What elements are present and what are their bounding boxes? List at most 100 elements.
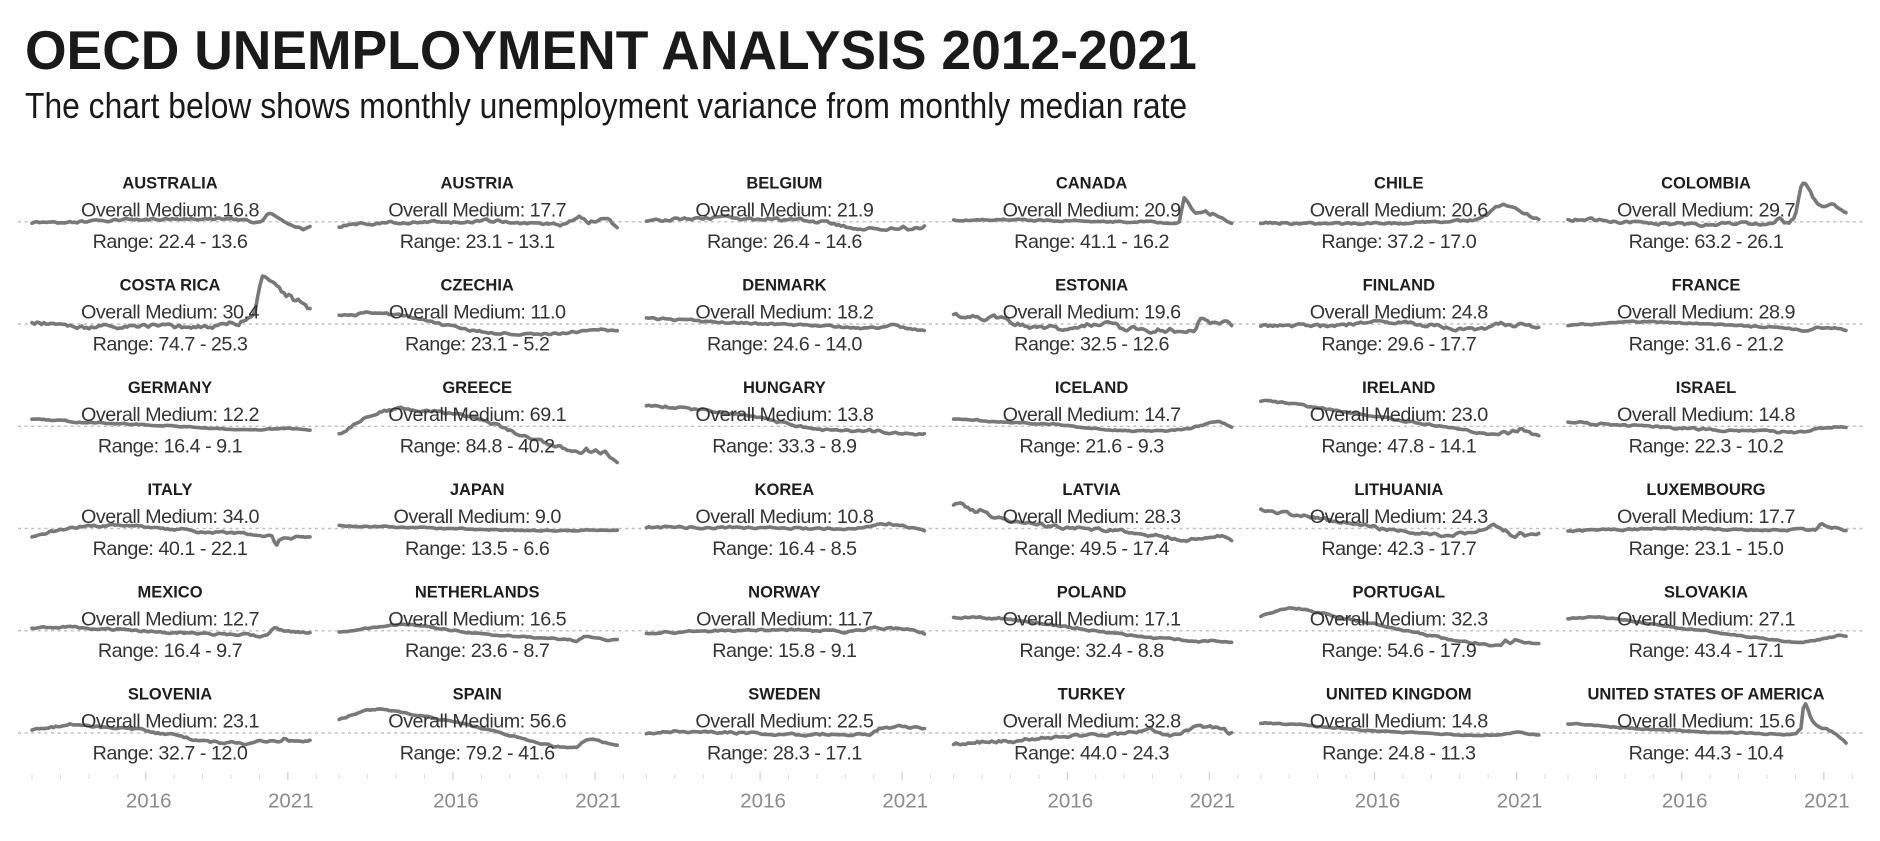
svg-text:Range: 49.5 - 17.4: Range: 49.5 - 17.4	[1014, 538, 1169, 560]
svg-text:PORTUGAL: PORTUGAL	[1353, 583, 1446, 601]
svg-text:FRANCE: FRANCE	[1672, 277, 1741, 295]
svg-text:Overall Medium: 14.7: Overall Medium: 14.7	[1003, 404, 1181, 426]
svg-text:Overall Medium: 9.0: Overall Medium: 9.0	[393, 506, 561, 528]
svg-text:HUNGARY: HUNGARY	[743, 379, 826, 397]
svg-text:Overall Medium: 24.8: Overall Medium: 24.8	[1310, 302, 1488, 324]
svg-text:JAPAN: JAPAN	[450, 481, 505, 499]
svg-text:Overall Medium: 14.8: Overall Medium: 14.8	[1617, 404, 1795, 426]
svg-text:Range: 79.2 - 41.6: Range: 79.2 - 41.6	[400, 742, 555, 764]
svg-text:Range: 54.6 - 17.9: Range: 54.6 - 17.9	[1321, 640, 1476, 662]
svg-text:Range: 23.1 - 5.2: Range: 23.1 - 5.2	[405, 333, 549, 355]
svg-text:Overall Medium: 69.1: Overall Medium: 69.1	[388, 404, 566, 426]
svg-text:Range: 31.6 - 21.2: Range: 31.6 - 21.2	[1629, 333, 1784, 355]
svg-text:2016: 2016	[740, 790, 786, 813]
svg-text:Overall Medium: 21.9: Overall Medium: 21.9	[695, 199, 873, 221]
svg-text:Overall Medium: 27.1: Overall Medium: 27.1	[1617, 608, 1795, 630]
svg-text:AUSTRALIA: AUSTRALIA	[122, 174, 217, 192]
svg-text:ESTONIA: ESTONIA	[1055, 277, 1128, 295]
svg-text:Overall Medium: 17.7: Overall Medium: 17.7	[388, 199, 566, 221]
svg-text:Range: 16.4 - 9.1: Range: 16.4 - 9.1	[98, 436, 243, 458]
svg-text:SPAIN: SPAIN	[453, 686, 502, 704]
svg-text:Range: 32.7 - 12.0: Range: 32.7 - 12.0	[93, 742, 248, 764]
svg-text:2021: 2021	[1497, 790, 1543, 813]
svg-text:Range: 23.1 - 13.1: Range: 23.1 - 13.1	[400, 231, 555, 253]
svg-text:Overall Medium: 15.6: Overall Medium: 15.6	[1617, 711, 1795, 733]
svg-text:Range: 42.3 - 17.7: Range: 42.3 - 17.7	[1321, 538, 1476, 560]
svg-text:Overall Medium: 18.2: Overall Medium: 18.2	[695, 302, 873, 324]
svg-text:LITHUANIA: LITHUANIA	[1354, 481, 1443, 499]
svg-text:UNITED STATES OF AMERICA: UNITED STATES OF AMERICA	[1587, 686, 1824, 704]
svg-text:Overall Medium: 32.8: Overall Medium: 32.8	[1003, 711, 1181, 733]
svg-text:TURKEY: TURKEY	[1058, 686, 1126, 704]
svg-text:LATVIA: LATVIA	[1062, 481, 1120, 499]
svg-text:BELGIUM: BELGIUM	[746, 174, 822, 192]
svg-text:Overall Medium: 11.7: Overall Medium: 11.7	[696, 608, 873, 630]
svg-text:Overall Medium: 12.7: Overall Medium: 12.7	[81, 608, 259, 630]
svg-text:Overall Medium: 32.3: Overall Medium: 32.3	[1310, 608, 1488, 630]
svg-text:GERMANY: GERMANY	[128, 379, 212, 397]
svg-text:Range: 63.2 - 26.1: Range: 63.2 - 26.1	[1629, 231, 1784, 253]
svg-text:Overall Medium: 22.5: Overall Medium: 22.5	[695, 711, 873, 733]
svg-text:Overall Medium: 56.6: Overall Medium: 56.6	[388, 711, 566, 733]
svg-text:2016: 2016	[1355, 790, 1401, 813]
svg-text:Overall Medium: 16.5: Overall Medium: 16.5	[388, 608, 566, 630]
svg-text:FINLAND: FINLAND	[1363, 277, 1435, 295]
svg-text:Range: 74.7 - 25.3: Range: 74.7 - 25.3	[93, 333, 248, 355]
svg-text:Range: 44.0 - 24.3: Range: 44.0 - 24.3	[1014, 742, 1169, 764]
svg-text:2016: 2016	[1662, 790, 1708, 813]
svg-text:Overall Medium: 19.6: Overall Medium: 19.6	[1003, 302, 1181, 324]
svg-text:Range: 22.4 - 13.6: Range: 22.4 - 13.6	[93, 231, 248, 253]
svg-text:Range: 24.8 - 11.3: Range: 24.8 - 11.3	[1322, 742, 1476, 764]
svg-text:NORWAY: NORWAY	[748, 583, 820, 601]
svg-text:COSTA RICA: COSTA RICA	[120, 277, 221, 295]
svg-text:Overall Medium: 16.8: Overall Medium: 16.8	[81, 199, 259, 221]
svg-text:Overall Medium: 23.1: Overall Medium: 23.1	[81, 711, 259, 733]
svg-text:KOREA: KOREA	[755, 481, 815, 499]
svg-text:Overall Medium: 34.0: Overall Medium: 34.0	[81, 506, 259, 528]
svg-text:Overall Medium: 11.0: Overall Medium: 11.0	[389, 302, 566, 324]
svg-text:Range: 33.3 - 8.9: Range: 33.3 - 8.9	[712, 436, 857, 458]
svg-text:SLOVAKIA: SLOVAKIA	[1664, 583, 1748, 601]
svg-text:Overall Medium: 28.3: Overall Medium: 28.3	[1003, 506, 1181, 528]
svg-text:Overall Medium: 10.8: Overall Medium: 10.8	[695, 506, 873, 528]
svg-text:CANADA: CANADA	[1056, 174, 1128, 192]
svg-text:Overall Medium: 24.3: Overall Medium: 24.3	[1310, 506, 1488, 528]
svg-text:Range: 40.1 - 22.1: Range: 40.1 - 22.1	[93, 538, 248, 560]
svg-text:Overall Medium: 12.2: Overall Medium: 12.2	[81, 404, 259, 426]
svg-text:Range: 28.3 - 17.1: Range: 28.3 - 17.1	[707, 742, 862, 764]
svg-text:MEXICO: MEXICO	[137, 583, 202, 601]
svg-text:COLOMBIA: COLOMBIA	[1661, 174, 1751, 192]
svg-text:DENMARK: DENMARK	[742, 277, 826, 295]
svg-text:2016: 2016	[126, 790, 172, 813]
svg-text:SLOVENIA: SLOVENIA	[128, 686, 212, 704]
svg-text:SWEDEN: SWEDEN	[748, 686, 820, 704]
svg-text:ITALY: ITALY	[148, 481, 193, 499]
svg-text:2021: 2021	[1190, 790, 1236, 813]
svg-text:CHILE: CHILE	[1374, 174, 1424, 192]
svg-text:Range: 23.1 - 15.0: Range: 23.1 - 15.0	[1629, 538, 1784, 560]
svg-text:Range: 84.8 - 40.2: Range: 84.8 - 40.2	[400, 436, 555, 458]
svg-text:ICELAND: ICELAND	[1055, 379, 1128, 397]
svg-text:Overall Medium: 29.7: Overall Medium: 29.7	[1617, 199, 1795, 221]
svg-text:2016: 2016	[1047, 790, 1093, 813]
svg-text:2021: 2021	[268, 790, 314, 813]
svg-text:Overall Medium: 17.7: Overall Medium: 17.7	[1617, 506, 1795, 528]
svg-text:Range: 26.4 - 14.6: Range: 26.4 - 14.6	[707, 231, 862, 253]
svg-text:Range: 37.2 - 17.0: Range: 37.2 - 17.0	[1321, 231, 1476, 253]
svg-text:2021: 2021	[1804, 790, 1850, 813]
svg-text:2021: 2021	[575, 790, 621, 813]
svg-text:GREECE: GREECE	[442, 379, 512, 397]
svg-text:Range: 15.8 - 9.1: Range: 15.8 - 9.1	[712, 640, 857, 662]
svg-text:POLAND: POLAND	[1057, 583, 1127, 601]
svg-text:Range: 23.6 - 8.7: Range: 23.6 - 8.7	[405, 640, 549, 662]
svg-text:IRELAND: IRELAND	[1362, 379, 1435, 397]
svg-text:Range: 16.4 - 9.7: Range: 16.4 - 9.7	[98, 640, 242, 662]
svg-text:Range: 24.6 - 14.0: Range: 24.6 - 14.0	[707, 333, 862, 355]
svg-text:Range: 47.8 - 14.1: Range: 47.8 - 14.1	[1321, 436, 1476, 458]
svg-text:LUXEMBOURG: LUXEMBOURG	[1646, 481, 1765, 499]
svg-text:Range: 16.4 - 8.5: Range: 16.4 - 8.5	[712, 538, 857, 560]
svg-text:AUSTRIA: AUSTRIA	[441, 174, 514, 192]
svg-text:Overall Medium: 28.9: Overall Medium: 28.9	[1617, 302, 1795, 324]
svg-text:Overall Medium: 17.1: Overall Medium: 17.1	[1003, 608, 1181, 630]
svg-text:Overall Medium: 14.8: Overall Medium: 14.8	[1310, 711, 1488, 733]
